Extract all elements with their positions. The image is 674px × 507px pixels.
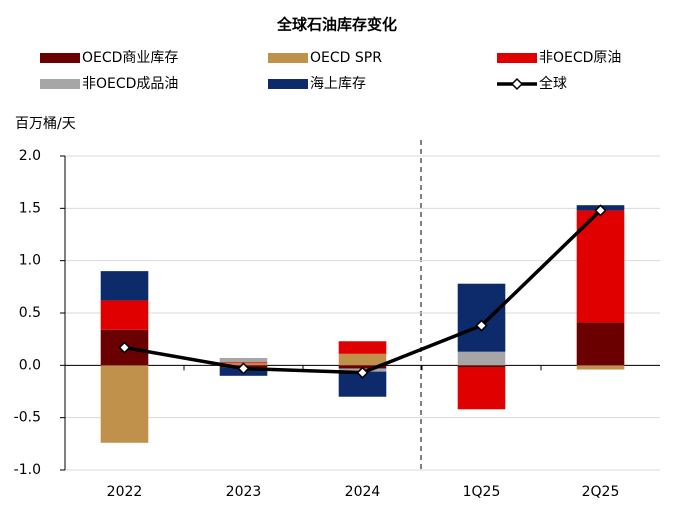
bar [576, 210, 625, 323]
bar [100, 300, 149, 330]
legend-swatch [268, 79, 308, 89]
bar [338, 353, 387, 366]
marker [594, 204, 607, 217]
y-tick-label: 1.5 [19, 200, 41, 216]
legend-swatch [40, 79, 80, 89]
legend-swatch [497, 53, 537, 63]
legend-label: 海上库存 [310, 76, 366, 92]
marker [356, 366, 369, 379]
y-tick-label: 2.0 [19, 148, 41, 164]
y-tick-label: -1.0 [14, 462, 41, 478]
legend-label: 非OECD原油 [539, 50, 621, 66]
bar [100, 271, 149, 301]
legend-label: 全球 [539, 75, 567, 92]
bar [457, 283, 506, 352]
legend-marker [510, 77, 524, 91]
x-tick-label: 2Q25 [582, 484, 620, 500]
y-tick-label: -0.5 [14, 410, 41, 426]
marker [475, 319, 488, 332]
y-tick-label: 1.0 [19, 253, 41, 269]
legend-label: OECD SPR [310, 50, 382, 66]
bar [457, 365, 506, 368]
x-tick-label: 2022 [107, 484, 143, 500]
bar [457, 351, 506, 366]
x-tick-label: 1Q25 [463, 484, 501, 500]
y-axis-label: 百万桶/天 [15, 116, 76, 132]
legend-swatch [40, 53, 80, 63]
bar [100, 365, 149, 443]
marker [118, 341, 131, 354]
chart-title: 全球石油库存变化 [276, 16, 397, 34]
y-tick-label: 0.0 [19, 357, 41, 373]
x-tick-label: 2024 [345, 484, 381, 500]
y-tick-label: 0.5 [19, 305, 41, 321]
bar [219, 358, 268, 363]
legend-label: OECD商业库存 [82, 50, 178, 66]
bar [338, 341, 387, 354]
x-tick-label: 2023 [226, 484, 262, 500]
legend-label: 非OECD成品油 [82, 76, 178, 92]
legend-swatch [268, 53, 308, 63]
bar [457, 367, 506, 410]
bar [576, 322, 625, 366]
bar [576, 365, 625, 370]
marker [237, 362, 250, 375]
